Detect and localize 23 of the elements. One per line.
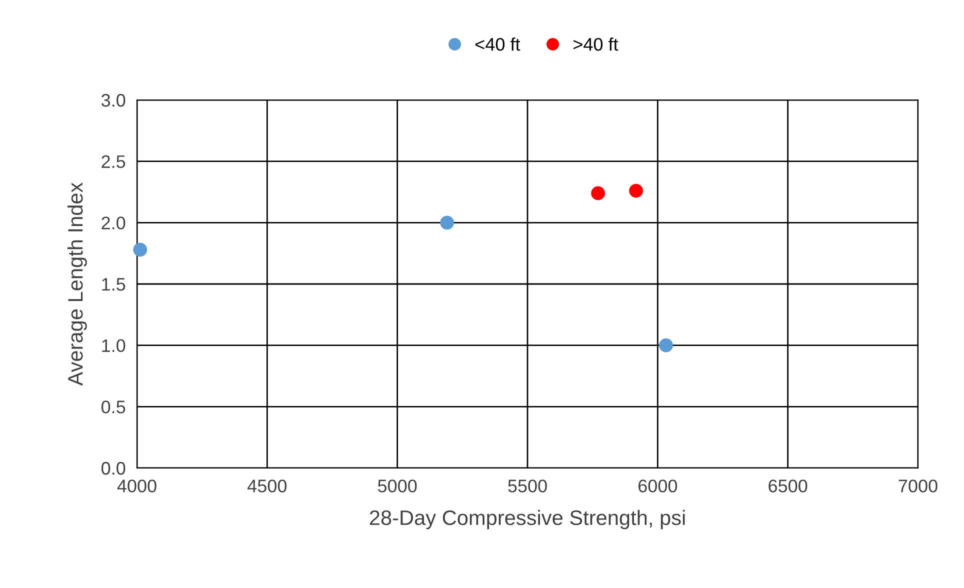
y-tick-label: 2.0 <box>102 216 126 230</box>
legend-label: <40 ft <box>475 38 520 51</box>
x-tick-label: 7000 <box>898 480 938 492</box>
y-tick-label: 1.5 <box>102 278 126 291</box>
y-tick-label: 3.0 <box>101 94 126 107</box>
point <box>591 186 605 200</box>
x-tick-label: 6000 <box>638 480 678 492</box>
legend-label: >40 ft <box>574 38 618 51</box>
y-tick-label: 2.5 <box>102 155 126 168</box>
point <box>629 184 644 198</box>
x-tick-label: 5000 <box>378 480 417 492</box>
y-tick-label: 1.0 <box>102 339 126 352</box>
point <box>659 338 673 352</box>
x-tick-label: 4500 <box>248 480 287 492</box>
x-tick-label: 5500 <box>508 480 547 492</box>
y-tick-label: 0.5 <box>101 400 126 414</box>
y-axis-title: Average Length Index <box>67 182 87 386</box>
x-axis-title: 28-Day Compressive Strength, psi <box>370 510 685 530</box>
x-tick-label: 4000 <box>117 480 156 492</box>
y-tick-label: 0.0 <box>101 462 126 475</box>
x-tick-label: 6500 <box>768 480 808 492</box>
point <box>440 216 454 230</box>
point <box>133 242 148 257</box>
